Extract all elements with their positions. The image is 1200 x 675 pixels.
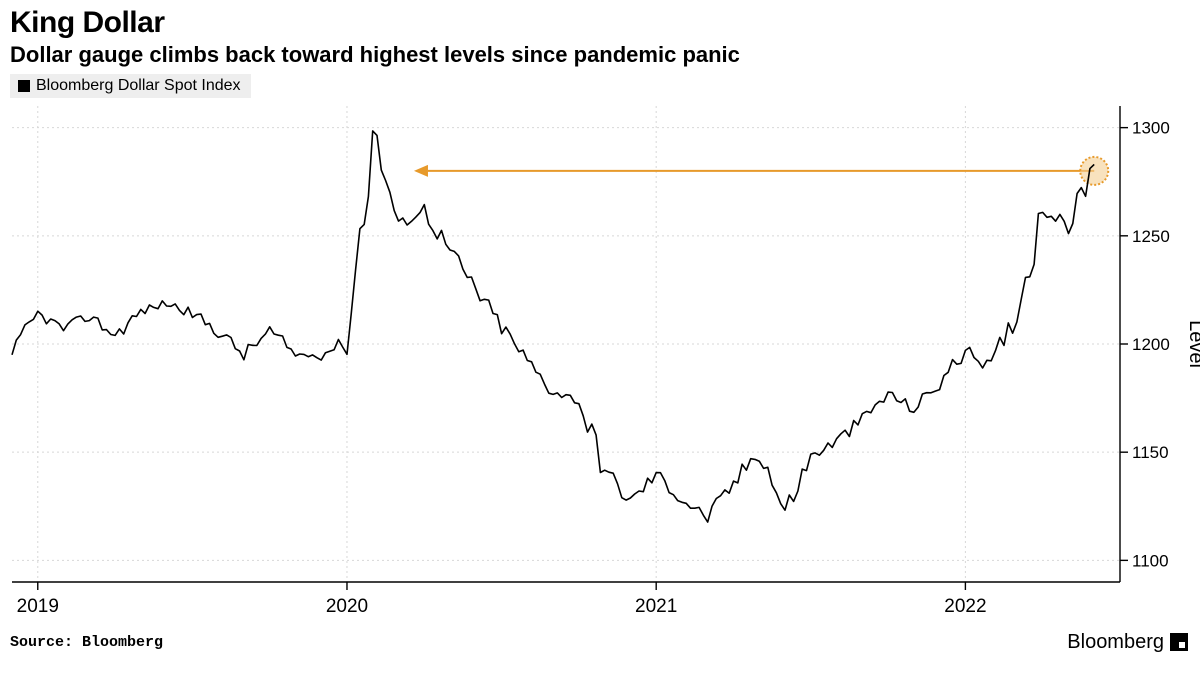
legend: Bloomberg Dollar Spot Index	[10, 74, 251, 98]
svg-text:1200: 1200	[1132, 335, 1170, 354]
svg-text:1300: 1300	[1132, 119, 1170, 138]
chart-area: 1100 1150 1200 1250 1300 2019 2020 2021 2022 Leve…	[0, 98, 1200, 628]
brand: Bloomberg	[1067, 631, 1188, 654]
svg-text:2021: 2021	[635, 596, 677, 617]
svg-text:1100: 1100	[1132, 551, 1169, 570]
svg-text:1150: 1150	[1132, 443, 1169, 462]
chart-title: King Dollar	[10, 6, 1200, 40]
line-chart: 1100 1150 1200 1250 1300 2019 2020 2021 2022 Leve…	[0, 98, 1200, 628]
svg-text:2019: 2019	[17, 596, 59, 617]
svg-text:2022: 2022	[944, 596, 986, 617]
source-text: Source: Bloomberg	[10, 634, 163, 651]
brand-text: Bloomberg	[1067, 631, 1164, 654]
chart-subtitle: Dollar gauge climbs back toward highest …	[10, 42, 1200, 68]
svg-text:1250: 1250	[1132, 227, 1170, 246]
legend-label: Bloomberg Dollar Spot Index	[36, 77, 241, 95]
brand-icon	[1170, 633, 1188, 651]
svg-text:2020: 2020	[326, 596, 368, 617]
footer: Source: Bloomberg Bloomberg	[0, 628, 1200, 656]
legend-swatch-icon	[18, 80, 30, 92]
svg-text:Level: Level	[1185, 320, 1200, 368]
